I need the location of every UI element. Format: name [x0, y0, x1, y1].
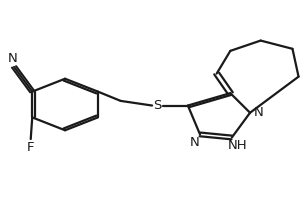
Text: NH: NH: [228, 139, 248, 152]
Text: N: N: [8, 52, 17, 65]
Text: N: N: [190, 136, 200, 149]
Text: F: F: [27, 141, 35, 154]
Text: N: N: [254, 106, 263, 119]
Text: S: S: [153, 99, 162, 112]
